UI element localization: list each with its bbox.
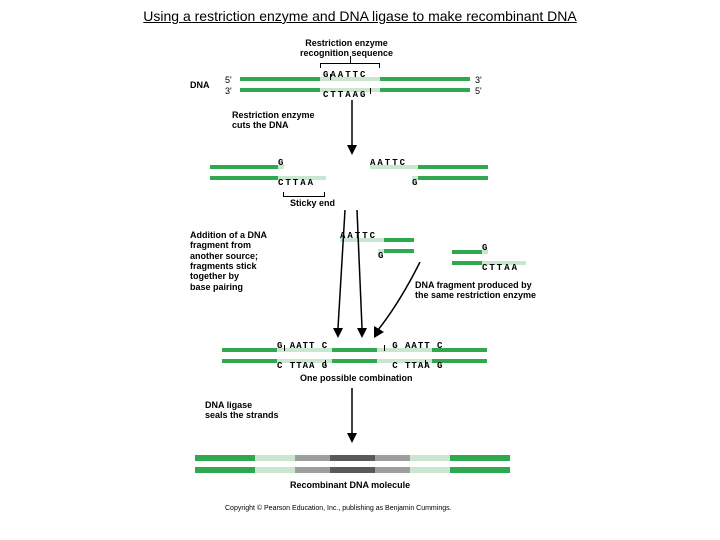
dna5-top-2 bbox=[255, 455, 295, 461]
dna4-top-1 bbox=[222, 348, 277, 352]
cut-mark-bot bbox=[370, 88, 371, 94]
seq2l-top: G bbox=[278, 158, 285, 168]
dna3r-bot bbox=[452, 261, 482, 265]
arrow-3 bbox=[346, 388, 358, 443]
dna5-bot-6 bbox=[410, 467, 450, 473]
dna1-bot-left bbox=[240, 88, 320, 92]
dna2r-top bbox=[418, 165, 488, 169]
dna5-bot-4 bbox=[330, 467, 375, 473]
seq4-bot: C TTAA G C TTAA G bbox=[277, 361, 443, 371]
label-ligase: DNA ligaseseals the strands bbox=[205, 400, 279, 421]
dna5-bot-1 bbox=[195, 467, 255, 473]
seq3r-top: G bbox=[482, 243, 489, 253]
label-5p-r: 5' bbox=[475, 86, 482, 96]
seq2l-bot: CTTAA bbox=[278, 178, 315, 188]
label-produced: DNA fragment produced bythe same restric… bbox=[415, 280, 565, 301]
dna5-top-4 bbox=[330, 455, 375, 461]
seq3l-bot: G bbox=[378, 251, 385, 261]
dna2l-top bbox=[210, 165, 278, 169]
cut-mark-top bbox=[330, 74, 331, 80]
sticky-bracket bbox=[283, 192, 325, 197]
label-5p-l: 5' bbox=[225, 75, 232, 85]
label-dna: DNA bbox=[190, 80, 210, 90]
seq3r-bot: CTTAA bbox=[482, 263, 519, 273]
copyright: Copyright © Pearson Education, Inc., pub… bbox=[225, 505, 452, 512]
dna5-top-5 bbox=[375, 455, 410, 461]
dna2r-bot bbox=[418, 176, 488, 180]
dna1-top-left bbox=[240, 77, 320, 81]
seq4-top: G AATT C G AATT C bbox=[277, 341, 443, 351]
dna5-bot-5 bbox=[375, 467, 410, 473]
dna3r-top bbox=[452, 250, 482, 254]
seq1-bot: CTTAAG bbox=[323, 90, 367, 100]
label-sticky: Sticky end bbox=[290, 198, 335, 208]
arrow-1 bbox=[346, 100, 358, 155]
arrow-2b bbox=[352, 210, 372, 340]
dna3l-top bbox=[384, 238, 414, 242]
dna5-top-3 bbox=[295, 455, 330, 461]
page-title: Using a restriction enzyme and DNA ligas… bbox=[0, 8, 720, 24]
dna5-top-1 bbox=[195, 455, 255, 461]
seq2r-bot: G bbox=[412, 178, 419, 188]
dna5-top-6 bbox=[410, 455, 450, 461]
arrow-2a bbox=[330, 210, 350, 340]
dna1-bot-right bbox=[380, 88, 470, 92]
dna3l-bot bbox=[384, 249, 414, 253]
dna5-bot-7 bbox=[450, 467, 510, 473]
label-combination: One possible combination bbox=[300, 373, 413, 383]
dna1-top-right bbox=[380, 77, 470, 81]
label-recombinant: Recombinant DNA molecule bbox=[290, 480, 410, 490]
dna5-top-7 bbox=[450, 455, 510, 461]
dna4-bot-1 bbox=[222, 359, 277, 363]
dna5-bot-3 bbox=[295, 467, 330, 473]
label-cuts: Restriction enzymecuts the DNA bbox=[232, 110, 315, 131]
tick-to-label bbox=[350, 56, 351, 63]
label-recognition: Restriction enzymerecognition sequence bbox=[300, 38, 393, 59]
dna5-bot-2 bbox=[255, 467, 295, 473]
dna2l-bot bbox=[210, 176, 278, 180]
label-addition: Addition of a DNAfragment fromanother so… bbox=[190, 230, 300, 292]
label-3p-r: 3' bbox=[475, 75, 482, 85]
seq2r-top: AATTC bbox=[370, 158, 407, 168]
label-3p-l: 3' bbox=[225, 86, 232, 96]
arrow-2c bbox=[370, 262, 430, 340]
recognition-bracket bbox=[320, 63, 380, 68]
